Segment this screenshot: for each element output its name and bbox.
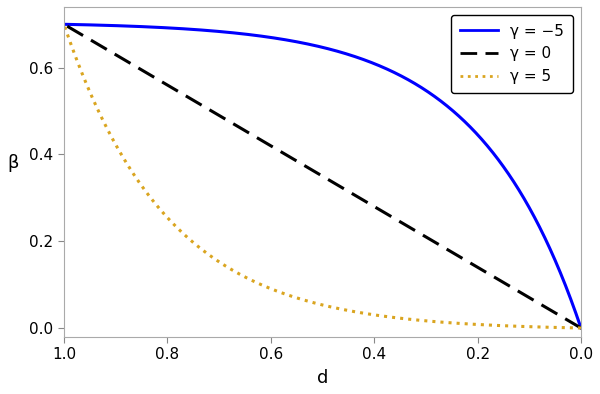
γ = 0 <box>577 326 584 331</box>
Line: γ = −5: γ = −5 <box>64 24 581 328</box>
Line: γ = 0: γ = 0 <box>64 24 581 328</box>
γ = −5 <box>577 326 584 331</box>
γ = −5 <box>223 30 230 34</box>
γ = 0 <box>350 192 357 197</box>
X-axis label: d: d <box>317 369 328 387</box>
γ = 5 <box>223 264 230 269</box>
γ = 5 <box>174 226 181 231</box>
Y-axis label: β: β <box>7 154 19 172</box>
γ = 0 <box>524 295 532 299</box>
γ = 0 <box>223 117 230 122</box>
γ = 5 <box>165 216 172 221</box>
γ = 0 <box>61 22 68 27</box>
γ = 0 <box>368 203 376 208</box>
γ = −5 <box>524 203 532 208</box>
γ = 5 <box>350 309 357 314</box>
Legend: γ = −5, γ = 0, γ = 5: γ = −5, γ = 0, γ = 5 <box>451 15 574 93</box>
γ = 5 <box>368 312 376 317</box>
γ = −5 <box>174 26 181 31</box>
γ = 0 <box>174 89 181 93</box>
γ = −5 <box>165 26 172 30</box>
γ = 5 <box>524 324 532 329</box>
γ = 5 <box>61 22 68 27</box>
Line: γ = 5: γ = 5 <box>64 24 581 328</box>
γ = −5 <box>61 22 68 27</box>
γ = −5 <box>368 60 376 65</box>
γ = 0 <box>165 84 172 88</box>
γ = −5 <box>350 54 357 58</box>
γ = 5 <box>577 326 584 331</box>
